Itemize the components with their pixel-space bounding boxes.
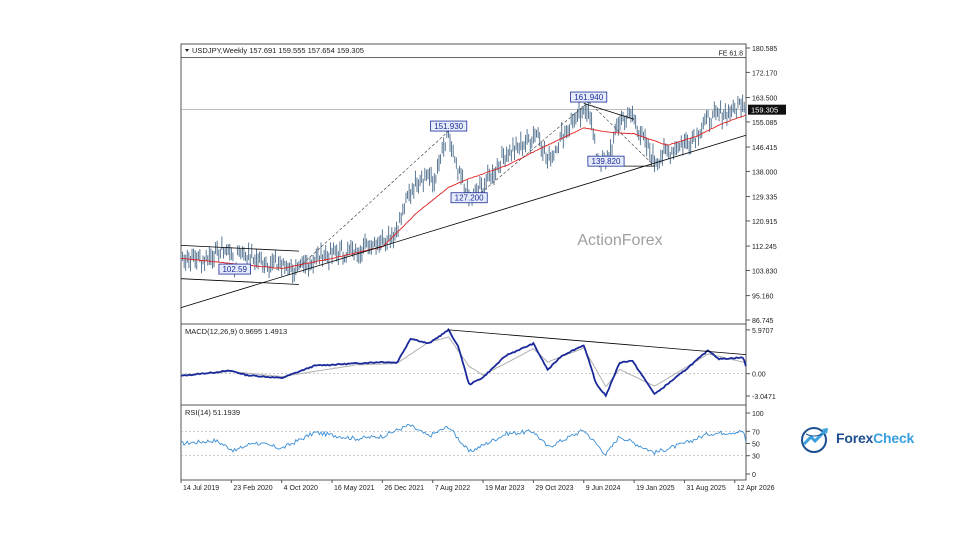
- fib-dashed-line: [588, 101, 655, 167]
- x-tick-label: 26 Dec 2021: [384, 485, 424, 492]
- x-tick-label: 31 Aug 2025: [686, 485, 725, 492]
- price-y-tick-label: 155.085: [752, 120, 777, 127]
- price-y-tick-label: 129.335: [752, 195, 777, 202]
- rsi-header: RSI(14) 51.1939: [185, 408, 240, 417]
- price-annotation-box: [218, 263, 251, 275]
- macd-y-tick-label: 5.9707: [752, 328, 774, 335]
- trend-line: [180, 278, 300, 285]
- x-tick-label: 14 Jul 2019: [183, 485, 219, 492]
- price-header: USDJPY,Weekly 157.691 159.555 157.654 15…: [192, 46, 364, 55]
- price-y-tick-label: 138.000: [752, 169, 777, 176]
- trend-line: [180, 134, 747, 309]
- x-tick-label: 4 Oct 2020: [284, 485, 318, 492]
- price-annotation-box: [587, 155, 625, 167]
- panel-frame-rsi: [180, 404, 747, 481]
- globe-icon: [801, 427, 828, 453]
- price-annotation-label: 102.59: [222, 265, 247, 274]
- price-annotation-box: [570, 91, 608, 103]
- trend-line: [583, 102, 635, 120]
- rsi-y-tick-label: 50: [752, 442, 760, 449]
- x-tick-label: 16 May 2021: [334, 485, 375, 492]
- rsi-y-tick-label: 100: [752, 411, 764, 418]
- rsi-line: [180, 423, 747, 456]
- x-tick-label: 29 Oct 2023: [535, 485, 573, 492]
- x-tick-label: 19 Jan 2025: [636, 485, 675, 492]
- x-tick-label: 9 Jun 2024: [586, 485, 621, 492]
- moving-average-line: [180, 114, 747, 270]
- price-annotation-label: 151.930: [434, 122, 463, 131]
- price-annotation-label: 127.200: [455, 194, 484, 203]
- price-y-tick-label: 95.160: [752, 294, 774, 301]
- x-tick-label: 23 Feb 2020: [233, 485, 272, 492]
- macd-trend-line: [448, 329, 747, 355]
- fib-dashed-line: [468, 101, 589, 203]
- x-tick-label: 12 Apr 2026: [737, 485, 775, 492]
- x-tick-label: 19 Mar 2023: [485, 485, 524, 492]
- fib-dashed-line: [298, 130, 449, 268]
- forexcheck-logo: ForexCheck: [800, 424, 930, 454]
- x-tick-label: 7 Aug 2022: [435, 485, 471, 492]
- price-annotation-label: 139.820: [592, 157, 621, 166]
- price-y-tick-label: 86.745: [752, 318, 774, 325]
- price-y-tick-label: 120.915: [752, 219, 777, 226]
- price-y-tick-label: 172.170: [752, 70, 777, 77]
- current-price-box: [748, 104, 786, 115]
- panel-frame-price: [180, 43, 747, 325]
- watermark: ActionForex: [577, 232, 662, 249]
- brand-part2: Check: [873, 430, 915, 446]
- brand-part1: Forex: [836, 430, 874, 446]
- rsi-y-tick-label: 0: [752, 472, 756, 479]
- current-price-value: 159.305: [751, 106, 778, 115]
- brand-text: ForexCheck: [836, 430, 914, 446]
- macd-line: [181, 327, 747, 398]
- price-annotation-label: 161.940: [574, 93, 603, 102]
- price-y-tick-label: 180.585: [752, 46, 777, 53]
- fe-618-label: FE 61.8: [718, 51, 743, 58]
- price-y-tick-label: 163.500: [752, 96, 777, 103]
- price-y-tick-label: 103.830: [752, 268, 777, 275]
- price-annotation-box: [430, 120, 468, 132]
- trend-line: [180, 244, 300, 252]
- rsi-y-tick-label: 30: [752, 454, 760, 461]
- macd-y-tick-label: 0.00: [752, 372, 766, 379]
- dropdown-triangle-icon: [185, 49, 189, 52]
- macd-header: MACD(12,26,9) 0.9695 1.4913: [185, 327, 287, 336]
- rsi-y-tick-label: 70: [752, 429, 760, 436]
- macd-y-tick-label: -3.0471: [752, 394, 776, 401]
- price-annotation-box: [450, 192, 488, 204]
- price-y-tick-label: 112.245: [752, 244, 777, 251]
- macd-signal-line: [180, 336, 746, 388]
- price-y-tick-label: 146.415: [752, 145, 777, 152]
